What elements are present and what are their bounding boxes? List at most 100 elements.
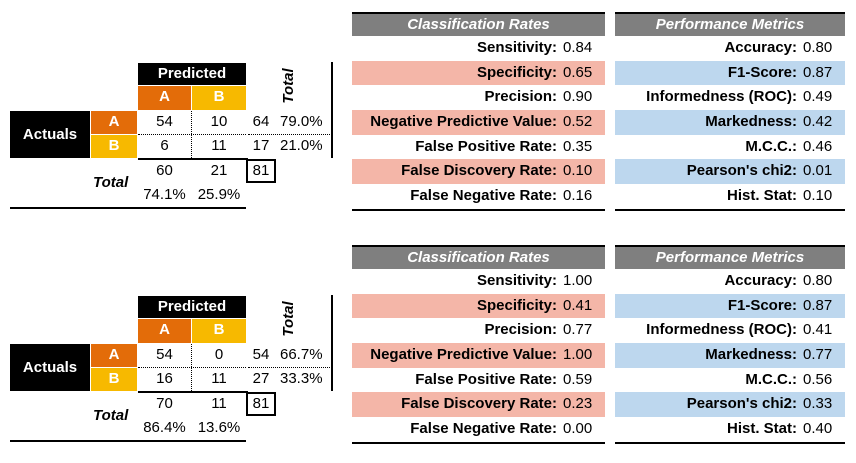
metric-value: 1.00 — [563, 272, 593, 289]
performance-metrics-table: Performance Metrics Accuracy: 0.80 F1-Scor… — [615, 245, 845, 444]
metric-row: Negative Predictive Value: 0.52 — [352, 110, 605, 135]
metric-row: Specificity: 0.41 — [352, 293, 605, 319]
matrix-bottom-rule — [10, 440, 246, 442]
metric-label: Specificity: — [476, 296, 557, 314]
cell-aa: 54 — [156, 113, 173, 130]
metric-row: Informedness (ROC): 0.49 — [615, 85, 845, 110]
metric-value: 0.77 — [563, 321, 593, 339]
col-total-a: 70 — [156, 395, 173, 412]
metric-value: 0.59 — [563, 370, 593, 388]
row-total-a: 54 — [252, 346, 270, 363]
metric-row: Pearson's chi2: 0.33 — [615, 392, 845, 418]
metric-value: 0.87 — [803, 296, 833, 314]
metric-row: Hist. Stat: 0.40 — [615, 417, 845, 442]
metric-value: 0.16 — [563, 187, 593, 205]
metric-label: Sensitivity: — [476, 39, 557, 56]
predicted-b-header: B — [192, 86, 246, 110]
metric-label: Specificity: — [476, 63, 557, 81]
performance-metrics-header: Performance Metrics — [615, 245, 845, 269]
metric-label: Sensitivity: — [476, 272, 557, 289]
metric-value: 0.90 — [563, 88, 593, 106]
metric-value: 0.46 — [803, 137, 833, 155]
row-total-divider — [331, 295, 333, 391]
cell-bb: 11 — [211, 370, 227, 387]
cell-ba: 16 — [156, 370, 173, 387]
actual-b-header: B — [91, 135, 137, 158]
performance-metrics-header: Performance Metrics — [615, 12, 845, 36]
metric-label: Pearson's chi2: — [686, 162, 797, 180]
metric-label: Hist. Stat: — [726, 187, 797, 205]
metric-label: Precision: — [484, 88, 557, 106]
metric-value: 0.35 — [563, 137, 593, 155]
row-total-divider-h — [248, 134, 330, 135]
confusion-panel-1: Predicted A B Total Actuals A B 54 10 6 … — [0, 0, 856, 230]
column-total-divider — [138, 158, 248, 160]
cell-bb: 11 — [211, 137, 227, 154]
metric-value: 0.77 — [803, 346, 833, 364]
metric-row: Pearson's chi2: 0.01 — [615, 159, 845, 185]
actuals-header: Actuals — [10, 344, 90, 391]
actual-a-header: A — [91, 111, 137, 134]
metric-value: 0.00 — [563, 420, 593, 438]
metric-label: Pearson's chi2: — [686, 395, 797, 413]
metric-label: Precision: — [484, 321, 557, 339]
metric-row: False Positive Rate: 0.59 — [352, 368, 605, 393]
metric-value: 0.80 — [803, 272, 833, 289]
col-pct-a: 86.4% — [143, 419, 186, 436]
actuals-header: Actuals — [10, 111, 90, 158]
metric-label: F1-Score: — [727, 63, 797, 81]
cell-ab: 10 — [210, 113, 228, 130]
metric-row: False Positive Rate: 0.35 — [352, 135, 605, 160]
col-total-b: 21 — [210, 162, 228, 179]
metric-value: 0.87 — [803, 63, 833, 81]
classification-rates-table: Classification Rates Sensitivity: 0.84 Spe… — [352, 12, 605, 211]
metric-label: Informedness (ROC): — [646, 88, 797, 106]
row-total-b: 17 — [252, 137, 270, 154]
metric-value: 0.65 — [563, 63, 593, 81]
metric-row: Accuracy: 0.80 — [615, 36, 845, 61]
row-total-a: 64 — [252, 113, 270, 130]
metric-label: Hist. Stat: — [726, 420, 797, 438]
metric-label: False Positive Rate: — [415, 137, 557, 155]
metric-label: Informedness (ROC): — [646, 321, 797, 339]
col-total-a: 60 — [156, 162, 173, 179]
metric-row: Hist. Stat: 0.10 — [615, 184, 845, 209]
metric-label: Negative Predictive Value: — [370, 113, 557, 131]
col-pct-b: 13.6% — [197, 419, 241, 436]
metric-label: False Discovery Rate: — [401, 162, 557, 180]
predicted-a-header: A — [138, 86, 191, 110]
matrix-divider-v — [191, 344, 192, 391]
metric-row: M.C.C.: 0.46 — [615, 135, 845, 160]
metric-row: Accuracy: 0.80 — [615, 269, 845, 294]
metric-row: Precision: 0.77 — [352, 318, 605, 343]
matrix-bottom-rule — [10, 207, 246, 209]
col-pct-b: 25.9% — [197, 186, 241, 203]
confusion-panel-2: Predicted A B Total Actuals A B 54 0 16 … — [0, 233, 856, 463]
cell-aa: 54 — [156, 346, 173, 363]
metric-row: False Discovery Rate: 0.23 — [352, 392, 605, 418]
matrix-divider-v — [191, 111, 192, 158]
column-total-label: Total — [93, 407, 129, 424]
row-pct-a: 66.7% — [280, 346, 323, 363]
cell-ab: 0 — [214, 346, 224, 363]
grand-total: 81 — [246, 392, 276, 416]
metric-label: M.C.C.: — [745, 370, 797, 388]
metric-value: 0.41 — [563, 296, 593, 314]
metric-value: 0.80 — [803, 39, 833, 56]
classification-rates-header: Classification Rates — [352, 12, 605, 36]
metric-row: False Discovery Rate: 0.10 — [352, 159, 605, 185]
predicted-b-header: B — [192, 319, 246, 343]
metric-label: False Negative Rate: — [410, 420, 557, 438]
row-total-label: Total — [280, 301, 297, 337]
metric-value: 0.49 — [803, 88, 833, 106]
metric-value: 0.10 — [563, 162, 593, 180]
metric-value: 1.00 — [563, 346, 593, 364]
metric-row: Specificity: 0.65 — [352, 60, 605, 86]
column-total-divider — [138, 391, 248, 393]
metric-label: Markedness: — [705, 113, 797, 131]
metric-row: M.C.C.: 0.56 — [615, 368, 845, 393]
metric-label: Markedness: — [705, 346, 797, 364]
predicted-header: Predicted — [138, 63, 246, 85]
metric-row: F1-Score: 0.87 — [615, 60, 845, 86]
metric-row: Sensitivity: 0.84 — [352, 36, 605, 61]
